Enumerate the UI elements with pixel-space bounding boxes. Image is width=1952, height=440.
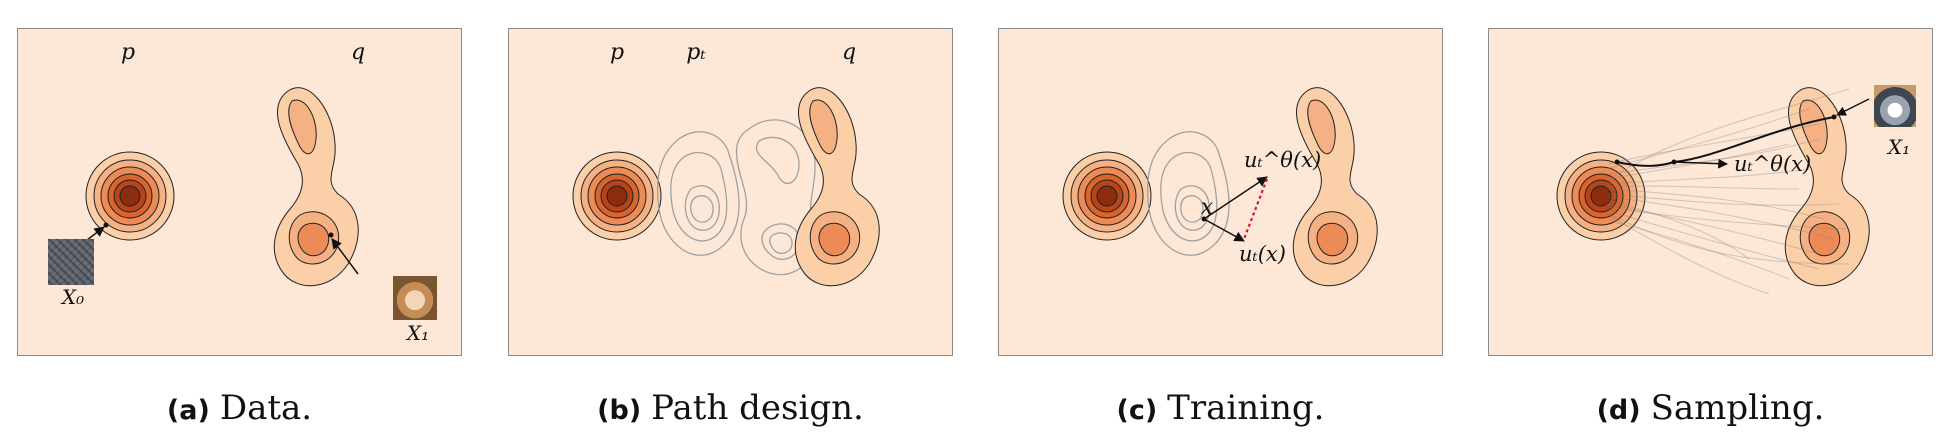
target-distribution-q: [1784, 87, 1870, 287]
panel-d-canvas: uₜ^θ(x) X₁: [1556, 87, 1910, 295]
label-x1: X₁: [1886, 135, 1910, 159]
label-u-t: uₜ(x): [1239, 242, 1286, 266]
label-p: p: [121, 40, 135, 65]
arrow-u-theta: [1673, 158, 1728, 169]
caption-tag-c: (c): [1116, 395, 1158, 426]
arrow-x1: [1836, 98, 1870, 116]
source-distribution-p: [85, 151, 175, 241]
label-x1: X₁: [405, 321, 429, 345]
label-u-theta: uₜ^θ(x): [1734, 152, 1811, 176]
panel-data: p q X₀ X₁: [17, 28, 462, 356]
sample-point-x1: [328, 232, 334, 238]
panel-sampling: uₜ^θ(x) X₁: [1488, 28, 1933, 356]
caption-c: (c) Training.: [998, 388, 1443, 428]
caption-text-b: Path design.: [651, 388, 864, 428]
trajectory-end-point: [1831, 114, 1837, 120]
panel-c-canvas: x uₜ^θ(x) uₜ(x): [1062, 87, 1378, 287]
caption-text-d: Sampling.: [1650, 388, 1825, 428]
arrow-u-theta: [1203, 176, 1268, 220]
target-distribution-q: [273, 87, 359, 287]
panel-training: x uₜ^θ(x) uₜ(x): [998, 28, 1443, 356]
caption-text-a: Data.: [219, 388, 313, 428]
husky-image-thumbnail: [1874, 85, 1916, 127]
panel-path-design: p pₜ q: [508, 28, 953, 356]
label-x: x: [1201, 195, 1214, 220]
source-distribution-p: [1062, 151, 1152, 241]
loss-dotted-line: [1242, 178, 1269, 240]
intermediate-distribution-pt: [1146, 131, 1230, 256]
target-distribution-q: [794, 87, 880, 287]
label-q: q: [842, 40, 856, 65]
caption-tag-a: (a): [166, 395, 210, 426]
caption-d: (d) Sampling.: [1488, 388, 1933, 428]
caption-text-c: Training.: [1167, 388, 1325, 428]
arrow-u-t: [1203, 218, 1245, 242]
source-distribution-p: [1556, 151, 1646, 241]
dog-image-thumbnail: [393, 276, 437, 320]
arrow-x1: [331, 238, 359, 275]
sampling-trajectories: [1604, 88, 1850, 295]
trajectory-start-point: [1614, 159, 1620, 165]
caption-tag-d: (d): [1596, 395, 1641, 426]
target-distribution-q: [1292, 87, 1378, 287]
noise-image-thumbnail: [48, 239, 94, 285]
intermediate-distribution-pt: [656, 119, 816, 276]
caption-a: (a) Data.: [17, 388, 462, 428]
sampled-trajectory: [1616, 116, 1835, 167]
caption-tag-b: (b): [597, 395, 642, 426]
sample-point-x0: [103, 222, 109, 228]
panel-b-canvas: p pₜ q: [572, 40, 880, 287]
label-u-theta: uₜ^θ(x): [1244, 148, 1321, 172]
caption-b: (b) Path design.: [508, 388, 953, 428]
label-q: q: [351, 40, 365, 65]
source-distribution-p: [572, 151, 662, 241]
label-x0: X₀: [60, 285, 84, 309]
label-p: p: [610, 40, 624, 65]
panel-a-canvas: p q X₀ X₁: [60, 40, 429, 345]
label-pt: pₜ: [686, 40, 706, 65]
